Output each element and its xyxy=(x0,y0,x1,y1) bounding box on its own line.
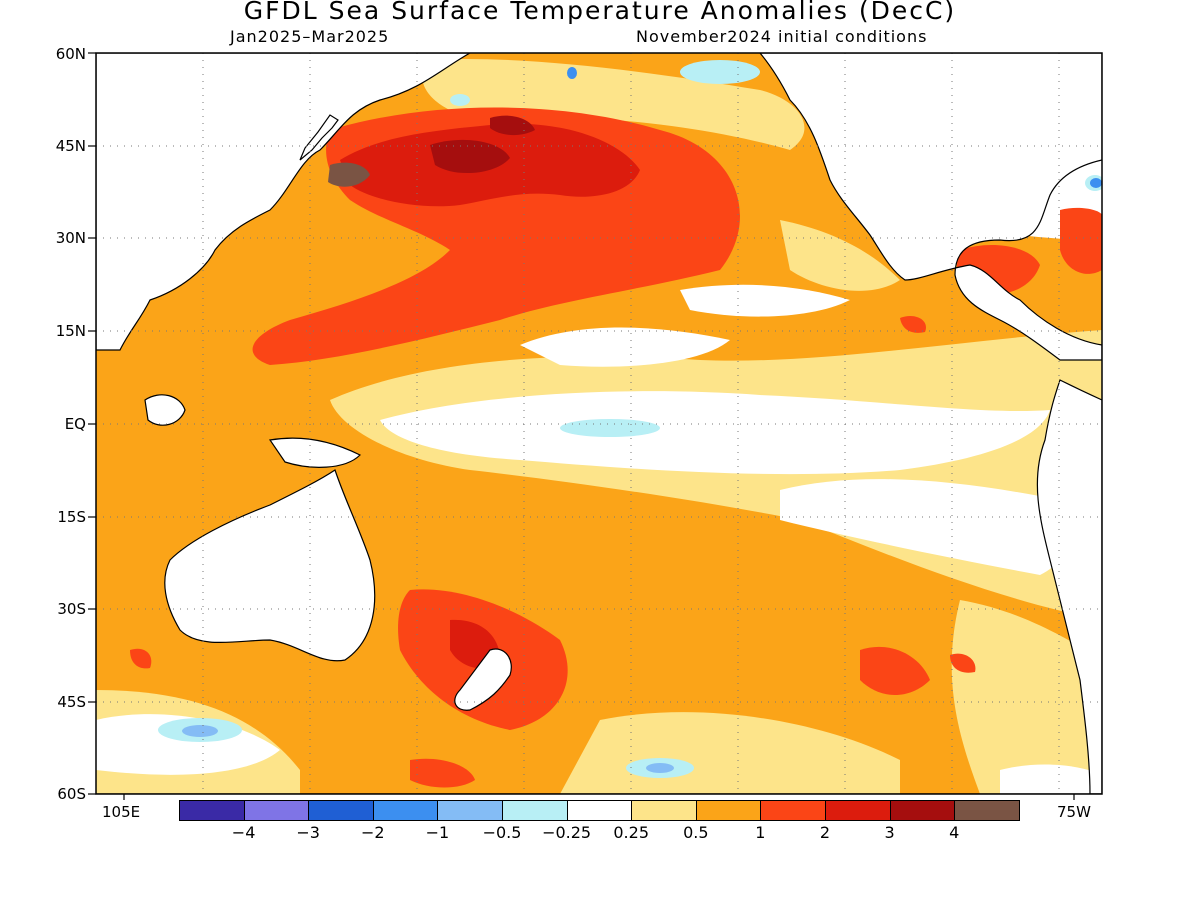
colorbar-swatch xyxy=(502,800,568,821)
colorbar-swatch xyxy=(631,800,697,821)
colorbar-label: 1 xyxy=(755,823,766,842)
forecast-period: Jan2025–Mar2025 xyxy=(230,27,390,46)
colorbar-swatch xyxy=(179,800,245,821)
lon-label-105e: 105E xyxy=(102,803,141,821)
colorbar-label: 3 xyxy=(884,823,895,842)
borneo-land xyxy=(144,394,186,426)
lat-label-45s: 45S xyxy=(57,693,86,711)
colorbar-label: −0.25 xyxy=(542,823,592,842)
south-america-land xyxy=(1036,379,1102,794)
lat-label-60s: 60S xyxy=(57,785,86,803)
colorbar-swatch xyxy=(825,800,891,821)
lat-label-15s: 15S xyxy=(57,508,86,526)
australia-land xyxy=(164,469,376,662)
lat-label-60n: 60N xyxy=(55,45,86,63)
colorbar-swatch xyxy=(760,800,826,821)
new-guinea-land xyxy=(268,437,362,468)
colorbar-swatch xyxy=(372,800,439,821)
colorbar-swatch xyxy=(889,800,956,821)
colorbar-label: 4 xyxy=(949,823,960,842)
japan-land xyxy=(299,114,339,161)
colorbar-swatch xyxy=(695,800,762,821)
axis-ticks xyxy=(88,52,1075,800)
asia-land xyxy=(96,53,472,351)
colorbar-label: −3 xyxy=(296,823,320,842)
lat-label-30n: 30N xyxy=(55,229,86,247)
lat-label-15n: 15N xyxy=(55,322,86,340)
lat-label-30s: 30S xyxy=(57,600,86,618)
initial-conditions: November2024 initial conditions xyxy=(636,27,928,46)
north-america-land xyxy=(759,53,1102,361)
map-title: GFDL Sea Surface Temperature Anomalies (… xyxy=(243,0,957,25)
colorbar-swatch xyxy=(308,800,374,821)
lat-label-45n: 45N xyxy=(55,137,86,155)
colorbar-label: 2 xyxy=(819,823,831,842)
colorbar-label: −1 xyxy=(425,823,450,842)
colorbar-label: 0.25 xyxy=(613,823,649,842)
colorbar-label: −2 xyxy=(361,823,385,842)
lat-label-eq: EQ xyxy=(64,415,86,433)
colorbar-swatch xyxy=(954,800,1020,821)
colorbar-swatch xyxy=(437,800,503,821)
colorbar-label: −4 xyxy=(231,823,256,842)
colorbar-label: 0.5 xyxy=(683,823,709,842)
colorbar-label: −0.5 xyxy=(482,823,522,842)
land-masses xyxy=(96,53,1102,794)
colorbar-swatch xyxy=(243,800,310,821)
colorbar-swatch xyxy=(566,800,633,821)
anomaly-band-blue xyxy=(182,67,1102,773)
new-zealand-land xyxy=(454,648,512,711)
lon-label-75w: 75W xyxy=(1057,803,1091,821)
